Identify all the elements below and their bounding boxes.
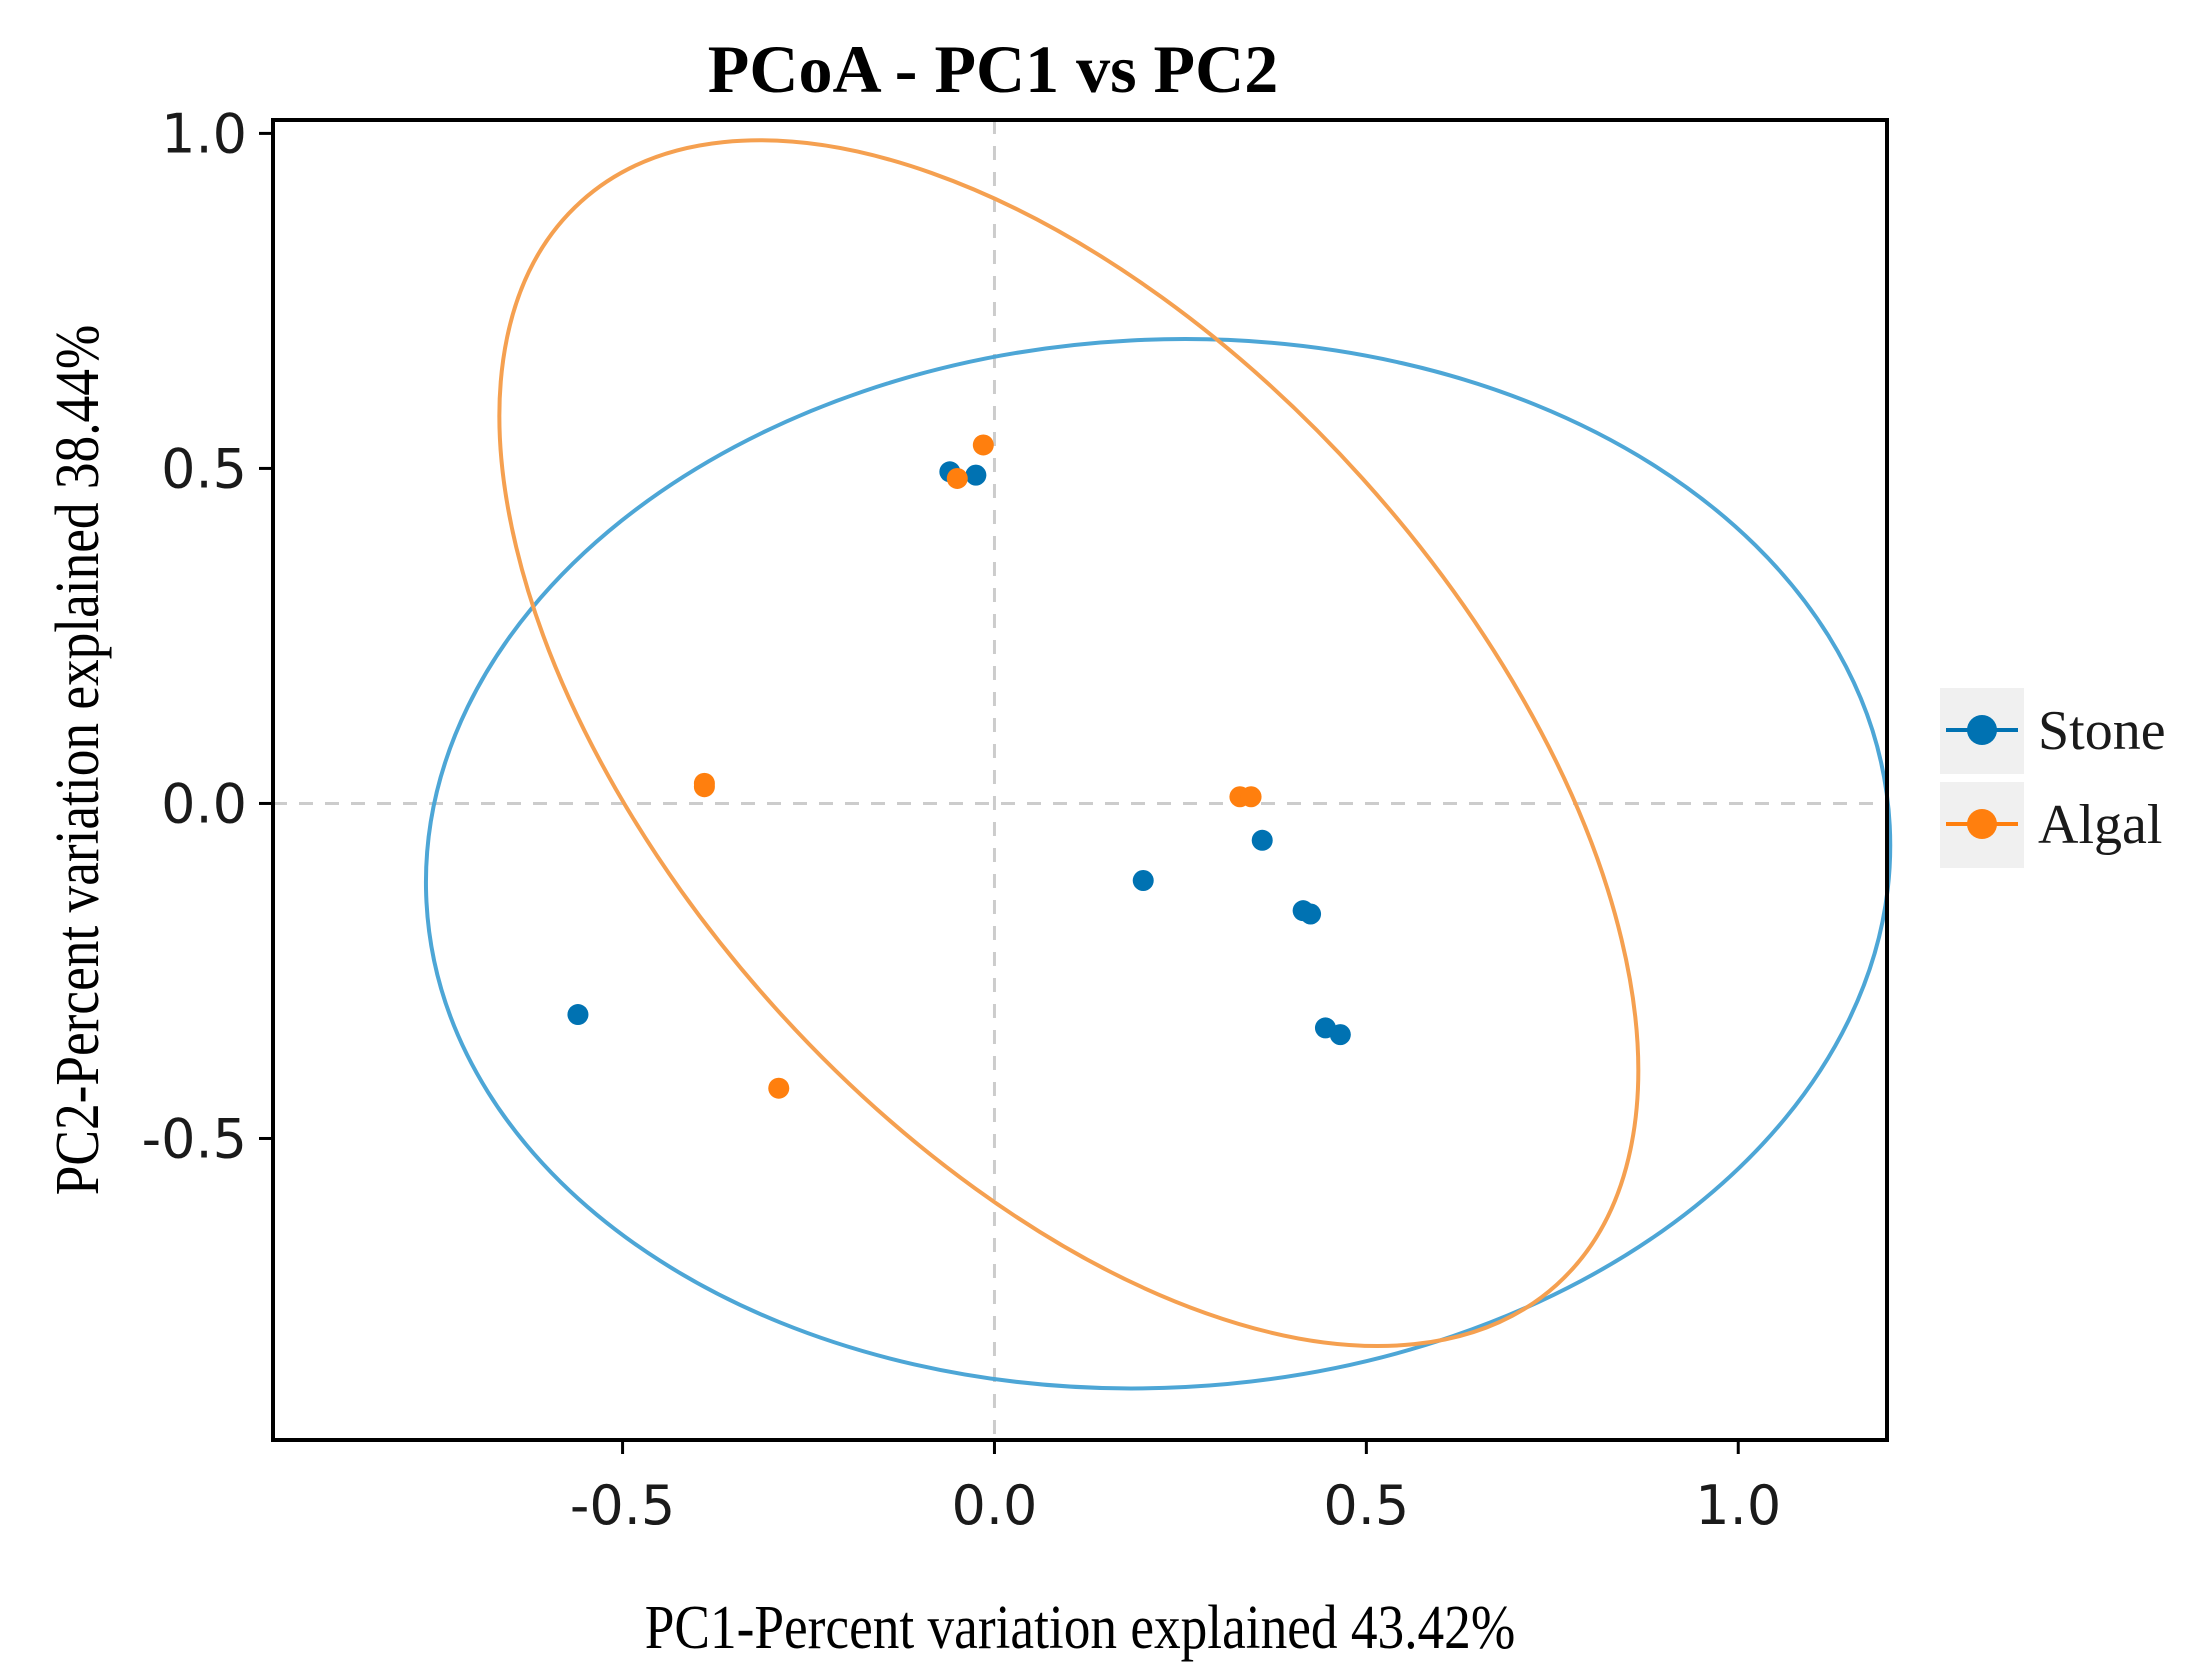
point-algal xyxy=(693,772,715,794)
point-stone xyxy=(567,1004,589,1026)
y-tick-label: 1.0 xyxy=(161,102,247,165)
reference-lines xyxy=(273,120,1887,1440)
y-tick-label: 0.5 xyxy=(161,437,247,500)
point-algal xyxy=(972,434,994,456)
x-tick-label: 1.0 xyxy=(1695,1474,1781,1537)
point-stone xyxy=(1132,870,1154,892)
point-stone xyxy=(1300,903,1322,925)
y-tick-label: 0.0 xyxy=(161,772,247,835)
confidence-ellipses xyxy=(423,138,1893,1391)
x-axis-title: PC1-Percent variation explained 43.42% xyxy=(645,1592,1516,1662)
legend-item-algal: Algal xyxy=(1940,782,2162,868)
point-algal xyxy=(946,467,968,489)
legend-label: Algal xyxy=(2038,794,2162,856)
legend: Stone Algal xyxy=(1940,688,2166,868)
plot-area xyxy=(271,118,1893,1442)
ellipse-stone xyxy=(423,337,1893,1391)
legend-key-dot xyxy=(1967,809,1997,839)
plot-panel xyxy=(273,120,1887,1440)
legend-item-stone: Stone xyxy=(1940,688,2166,774)
ellipse-algal xyxy=(497,138,1641,1348)
x-tick-label: 0.0 xyxy=(952,1474,1038,1537)
data-points xyxy=(567,434,1351,1099)
x-axis-ticks: -0.5 0.0 0.5 1.0 xyxy=(570,1440,1781,1537)
y-tick-label: -0.5 xyxy=(142,1107,247,1170)
plot-border xyxy=(271,118,1889,1442)
x-tick-label: -0.5 xyxy=(570,1474,675,1537)
y-axis-title: PC2-Percent variation explained 38.44% xyxy=(42,325,112,1196)
chart-title: PCoA - PC1 vs PC2 xyxy=(708,31,1278,107)
point-stone xyxy=(1251,829,1273,851)
legend-key-dot xyxy=(1967,715,1997,745)
point-stone xyxy=(965,464,987,486)
y-axis-ticks: -0.5 0.0 0.5 1.0 xyxy=(142,102,273,1170)
point-algal xyxy=(768,1077,790,1099)
x-tick-label: 0.5 xyxy=(1323,1474,1409,1537)
point-stone xyxy=(1329,1024,1351,1046)
point-algal xyxy=(1240,786,1262,808)
legend-label: Stone xyxy=(2038,700,2166,762)
